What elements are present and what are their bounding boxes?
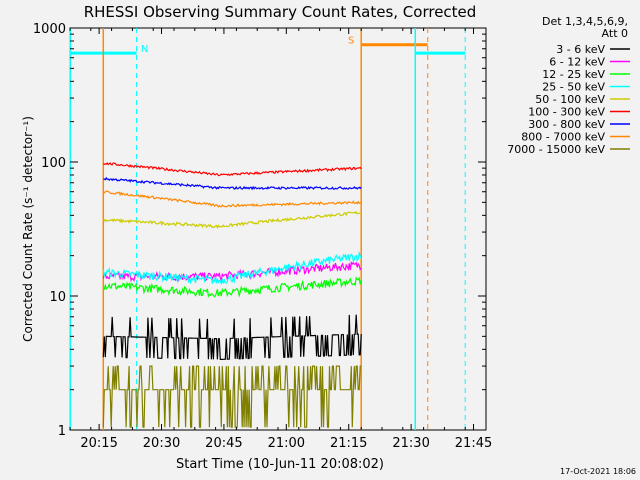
flag-label-0: N bbox=[141, 44, 148, 55]
series-line-7 bbox=[102, 190, 362, 208]
x-tick-label-4: 21:15 bbox=[330, 436, 367, 451]
y-axis-label: Corrected Count Rate (s⁻¹ detector⁻¹) bbox=[21, 116, 35, 342]
legend-label-3: 25 - 50 keV bbox=[542, 81, 605, 94]
series-line-0 bbox=[102, 314, 362, 360]
series-line-8 bbox=[102, 365, 362, 428]
plot-area bbox=[69, 27, 487, 431]
legend-label-5: 100 - 300 keV bbox=[528, 106, 605, 119]
x-tick-label-5: 21:30 bbox=[392, 436, 429, 451]
y-tick-label-3: 1000 bbox=[33, 22, 66, 37]
y-tick-label-1: 10 bbox=[49, 290, 66, 305]
legend-header-line1: Det 1,3,4,5,6,9, bbox=[542, 15, 628, 28]
series-line-5 bbox=[102, 161, 362, 177]
x-tick-label-1: 20:30 bbox=[143, 436, 180, 451]
y-tick-label-0: 1 bbox=[58, 424, 66, 439]
x-tick-label-0: 20:15 bbox=[80, 436, 117, 451]
legend-label-4: 50 - 100 keV bbox=[535, 93, 605, 106]
legend-label-7: 800 - 7000 keV bbox=[521, 131, 605, 144]
x-tick-label-2: 20:45 bbox=[205, 436, 242, 451]
axes-group: 20:15 20:30 20:45 21:00 21:15 21:30 21:45 1 10 10… bbox=[33, 22, 492, 451]
series-line-3 bbox=[102, 250, 362, 285]
flag-label-1: S bbox=[348, 36, 354, 47]
y-tick-label-2: 100 bbox=[41, 156, 66, 171]
timestamp: 17-Oct-2021 18:06 bbox=[560, 467, 636, 476]
series-line-6 bbox=[103, 176, 362, 191]
plot-overlays: NS bbox=[69, 28, 466, 430]
chart-title: RHESSI Observing Summary Count Rates, Co… bbox=[84, 3, 477, 21]
series-group bbox=[102, 161, 362, 428]
x-tick-label-6: 21:45 bbox=[455, 436, 492, 451]
x-axis-label: Start Time (10-Jun-11 20:08:02) bbox=[176, 457, 384, 472]
legend-label-2: 12 - 25 keV bbox=[542, 68, 605, 81]
x-tick-label-3: 21:00 bbox=[268, 436, 305, 451]
legend-label-0: 3 - 6 keV bbox=[556, 43, 605, 56]
legend-label-1: 6 - 12 keV bbox=[549, 56, 605, 69]
series-line-4 bbox=[103, 210, 362, 230]
series-line-2 bbox=[103, 276, 362, 298]
legend-label-6: 300 - 800 keV bbox=[528, 118, 605, 131]
legend-label-8: 7000 - 15000 keV bbox=[507, 143, 605, 156]
legend-header-line2: Att 0 bbox=[602, 27, 628, 40]
